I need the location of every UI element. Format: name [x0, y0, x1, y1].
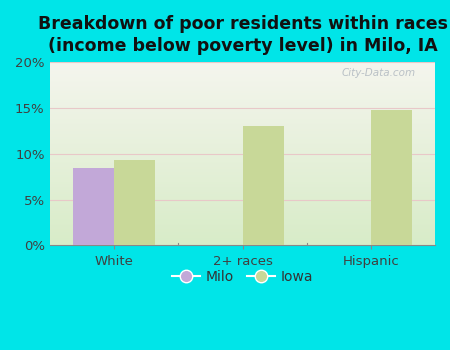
Bar [371, 110, 412, 245]
Bar [73, 168, 114, 245]
Title: Breakdown of poor residents within races
(income below poverty level) in Milo, I: Breakdown of poor residents within races… [38, 15, 448, 55]
Legend: Milo, Iowa: Milo, Iowa [166, 265, 319, 290]
Bar [114, 160, 155, 245]
Text: City-Data.com: City-Data.com [342, 68, 416, 78]
Bar [243, 126, 284, 245]
